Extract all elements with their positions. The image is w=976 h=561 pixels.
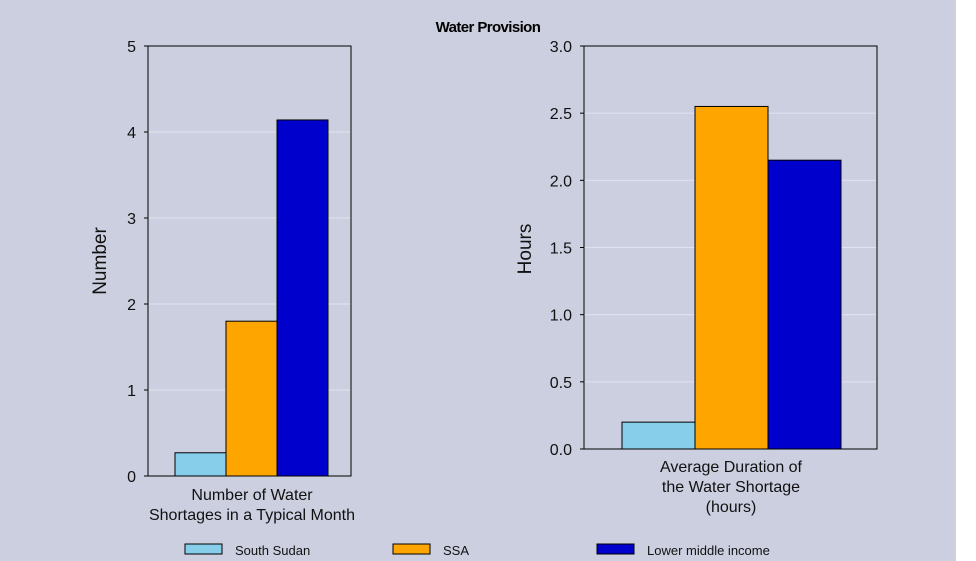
legend-item: SSA [392,543,469,558]
category-label: Number of Water [191,487,313,504]
category-label: Average Duration of [660,459,803,476]
plot-1: 0 1 2 3 4 5 Number Number of Water Shortages in … [90,39,355,524]
plot-frame [583,45,878,450]
legend-label: SSA [443,543,469,558]
plot-2: 0.0 0.5 1.0 1.5 2.0 2.5 3.0 Hours Average Durati… [515,39,878,516]
category-label: Shortages in a Typical Month [149,507,355,524]
bar-lower-middle-income [767,159,842,450]
y-tick-label: 0.5 [550,375,572,392]
bar-ssa [694,105,769,450]
legend-swatch [596,543,635,555]
y-tick-label: 2 [127,297,136,314]
category-label: the Water Shortage [662,479,800,496]
category-label: (hours) [706,499,757,516]
y-tick-label: 4 [127,125,136,142]
legend-label: South Sudan [235,543,310,558]
y-tick-label: 0.0 [550,442,572,459]
y-tick-label: 3 [127,211,136,228]
y-tick-label: 1 [127,383,136,400]
legend-item: Lower middle income [596,543,770,558]
bar-south-sudan [621,421,696,450]
y-tick-label: 2.0 [550,173,572,190]
legend-item: South Sudan [184,543,310,558]
bar-ssa [225,320,278,477]
y-tick-label: 0 [127,469,136,486]
y-axis-label: Number [90,227,111,295]
y-tick-label: 5 [127,39,136,56]
plots: 0 1 2 3 4 5 Number Number of Water Shortages in … [90,39,878,524]
y-tick-label: 1.5 [550,241,572,258]
chart-title: Water Provision [436,19,541,36]
legend-swatch [392,543,431,555]
legend: South Sudan SSA Lower middle income [184,543,770,558]
y-tick-label: 1.0 [550,308,572,325]
y-tick-label: 3.0 [550,39,572,56]
legend-swatch [184,543,223,555]
y-axis-label: Hours [515,224,536,275]
bar-lower-middle-income [276,119,329,477]
bar-south-sudan [174,452,227,477]
y-tick-label: 2.5 [550,106,572,123]
plot-frame [147,45,352,477]
legend-label: Lower middle income [647,543,770,558]
